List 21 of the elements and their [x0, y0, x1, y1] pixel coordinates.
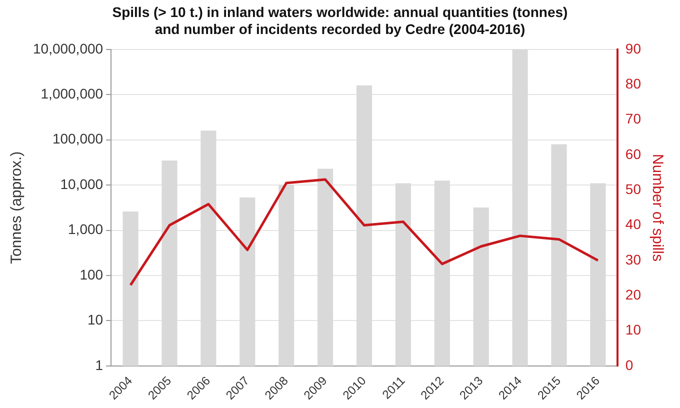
y2-tick-label: 40: [625, 216, 642, 232]
y2-tick-label: 0: [625, 356, 634, 373]
y-tick-label: 1,000: [68, 221, 104, 238]
chart-title: Spills (> 10 t.) in inland waters worldwide: annual quantities (tonnes) and number of incidents recorded by Cedre (2004-2016): [111, 3, 569, 38]
y-tick-label: 10,000: [60, 176, 104, 192]
y2-tick-label: 90: [625, 40, 642, 56]
y2-tick-label: 80: [625, 75, 642, 92]
y-tick-label: 100,000: [52, 130, 104, 147]
y-axis-title: Tonnes (approx.): [8, 151, 26, 264]
y2-tick-label: 50: [625, 180, 642, 197]
y2-tick-label: 20: [625, 286, 642, 302]
y-tick-label: 10: [87, 312, 104, 328]
y-tick-label: 100: [80, 266, 104, 282]
y-tick-label: 1,000,000: [40, 85, 104, 102]
y2-tick-label: 30: [625, 251, 642, 268]
y2-tick-label: 70: [625, 110, 642, 127]
y2-tick-label: 10: [625, 322, 642, 338]
y2-axis-title: Number of spills: [648, 154, 666, 262]
y-tick-label: 10,000,000: [32, 40, 104, 56]
y-tick-label: 1: [95, 356, 104, 373]
y2-tick-label: 60: [625, 146, 642, 162]
